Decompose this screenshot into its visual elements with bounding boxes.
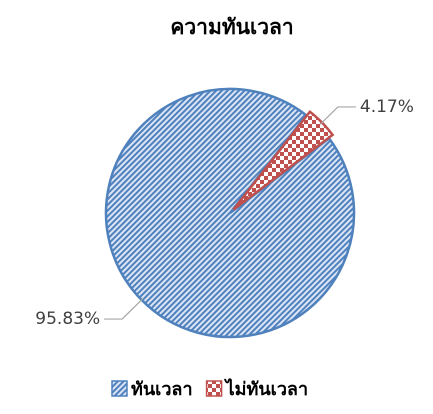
data-label: 4.17% [360, 97, 414, 117]
leader-line [319, 106, 356, 125]
chart-title: ความทันเวลา [170, 15, 293, 39]
legend-label: ไม่ทันเวลา [224, 378, 309, 400]
data-label: 95.83% [35, 309, 100, 329]
legend-swatch [205, 380, 223, 397]
leader-line [104, 297, 144, 320]
legend-label: ทันเวลา [131, 379, 193, 400]
legend-swatch [111, 380, 128, 397]
